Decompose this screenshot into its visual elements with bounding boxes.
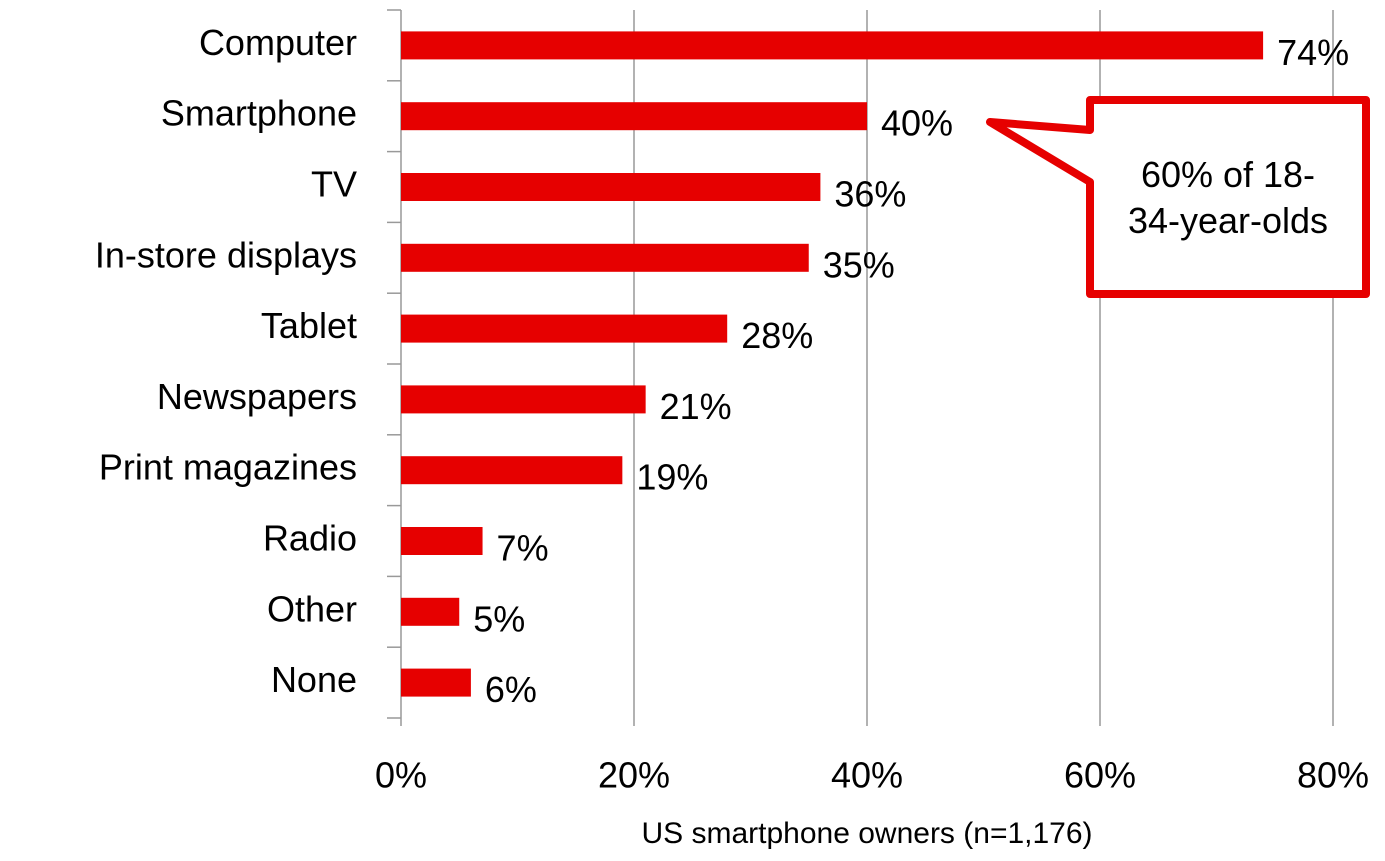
data-label: 36% [834, 174, 906, 215]
x-axis-label: US smartphone owners (n=1,176) [641, 817, 1092, 850]
data-label: 19% [636, 457, 708, 498]
data-label: 28% [741, 315, 813, 356]
y-tick-label: Newspapers [157, 376, 357, 417]
y-tick-label: Tablet [261, 305, 357, 346]
data-label: 7% [497, 528, 549, 569]
data-label: 40% [881, 103, 953, 144]
bar [401, 314, 728, 343]
y-tick-label: TV [311, 164, 357, 205]
callout-box [986, 96, 1370, 298]
bar [401, 668, 471, 697]
x-tick-label: 40% [831, 755, 903, 796]
data-label: 21% [660, 386, 732, 427]
bar [401, 527, 483, 555]
y-tick-label: In-store displays [95, 234, 357, 275]
data-label: 74% [1277, 32, 1349, 73]
callout: 60% of 18-34-year-olds [1100, 110, 1356, 286]
data-label: 5% [473, 598, 525, 639]
bar [401, 31, 1264, 60]
bar [401, 385, 646, 414]
x-tick-label: 80% [1297, 755, 1369, 796]
x-tick-label: 60% [1064, 755, 1136, 796]
y-tick-label: Computer [199, 22, 357, 63]
y-tick-label: Other [267, 588, 357, 629]
x-tick-label: 0% [375, 755, 427, 796]
x-tick-label: 20% [598, 755, 670, 796]
bar [401, 243, 809, 272]
y-tick-label: Print magazines [99, 447, 357, 488]
bar [401, 173, 821, 201]
data-label: 35% [823, 244, 895, 285]
callout-text: 60% of 18-34-year-olds [1127, 154, 1329, 241]
data-label: 6% [485, 669, 537, 710]
y-tick-label: None [271, 659, 357, 700]
bar [401, 102, 867, 131]
y-tick-label: Smartphone [161, 93, 357, 134]
bar [401, 456, 623, 485]
bar [401, 597, 460, 626]
y-tick-label: Radio [263, 518, 357, 559]
